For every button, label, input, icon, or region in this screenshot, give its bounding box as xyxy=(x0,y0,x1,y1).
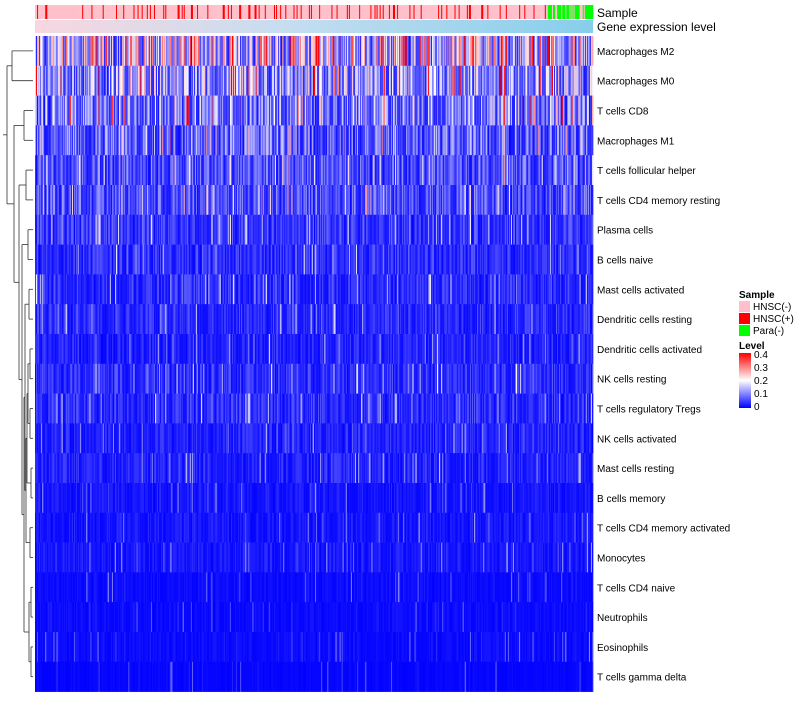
heatmap-row xyxy=(35,125,593,155)
heatmap-row xyxy=(35,66,593,96)
heatmap-cell xyxy=(592,125,593,155)
gene-expression-annotation-bar xyxy=(35,20,593,33)
heatmap-row xyxy=(35,155,593,185)
heatmap-cell xyxy=(592,245,593,275)
heatmap-cell xyxy=(592,185,593,215)
heatmap-cell xyxy=(592,66,593,96)
heatmap-cell xyxy=(592,215,593,245)
sample-annotation-bar xyxy=(35,5,593,19)
heatmap-row xyxy=(35,36,593,66)
heatmap-row xyxy=(35,215,593,245)
row-dendrogram xyxy=(3,51,33,677)
heatmap-cell xyxy=(592,36,593,66)
heatmap-row xyxy=(35,274,593,304)
heatmap-cell xyxy=(592,96,593,126)
sample-cell xyxy=(592,5,593,19)
heatmap-row xyxy=(35,245,593,275)
heatmap-body xyxy=(35,36,593,692)
column-annotation xyxy=(35,5,593,33)
heatmap-row xyxy=(35,185,593,215)
heatmap-row xyxy=(35,96,593,126)
heatmap-cell xyxy=(592,155,593,185)
